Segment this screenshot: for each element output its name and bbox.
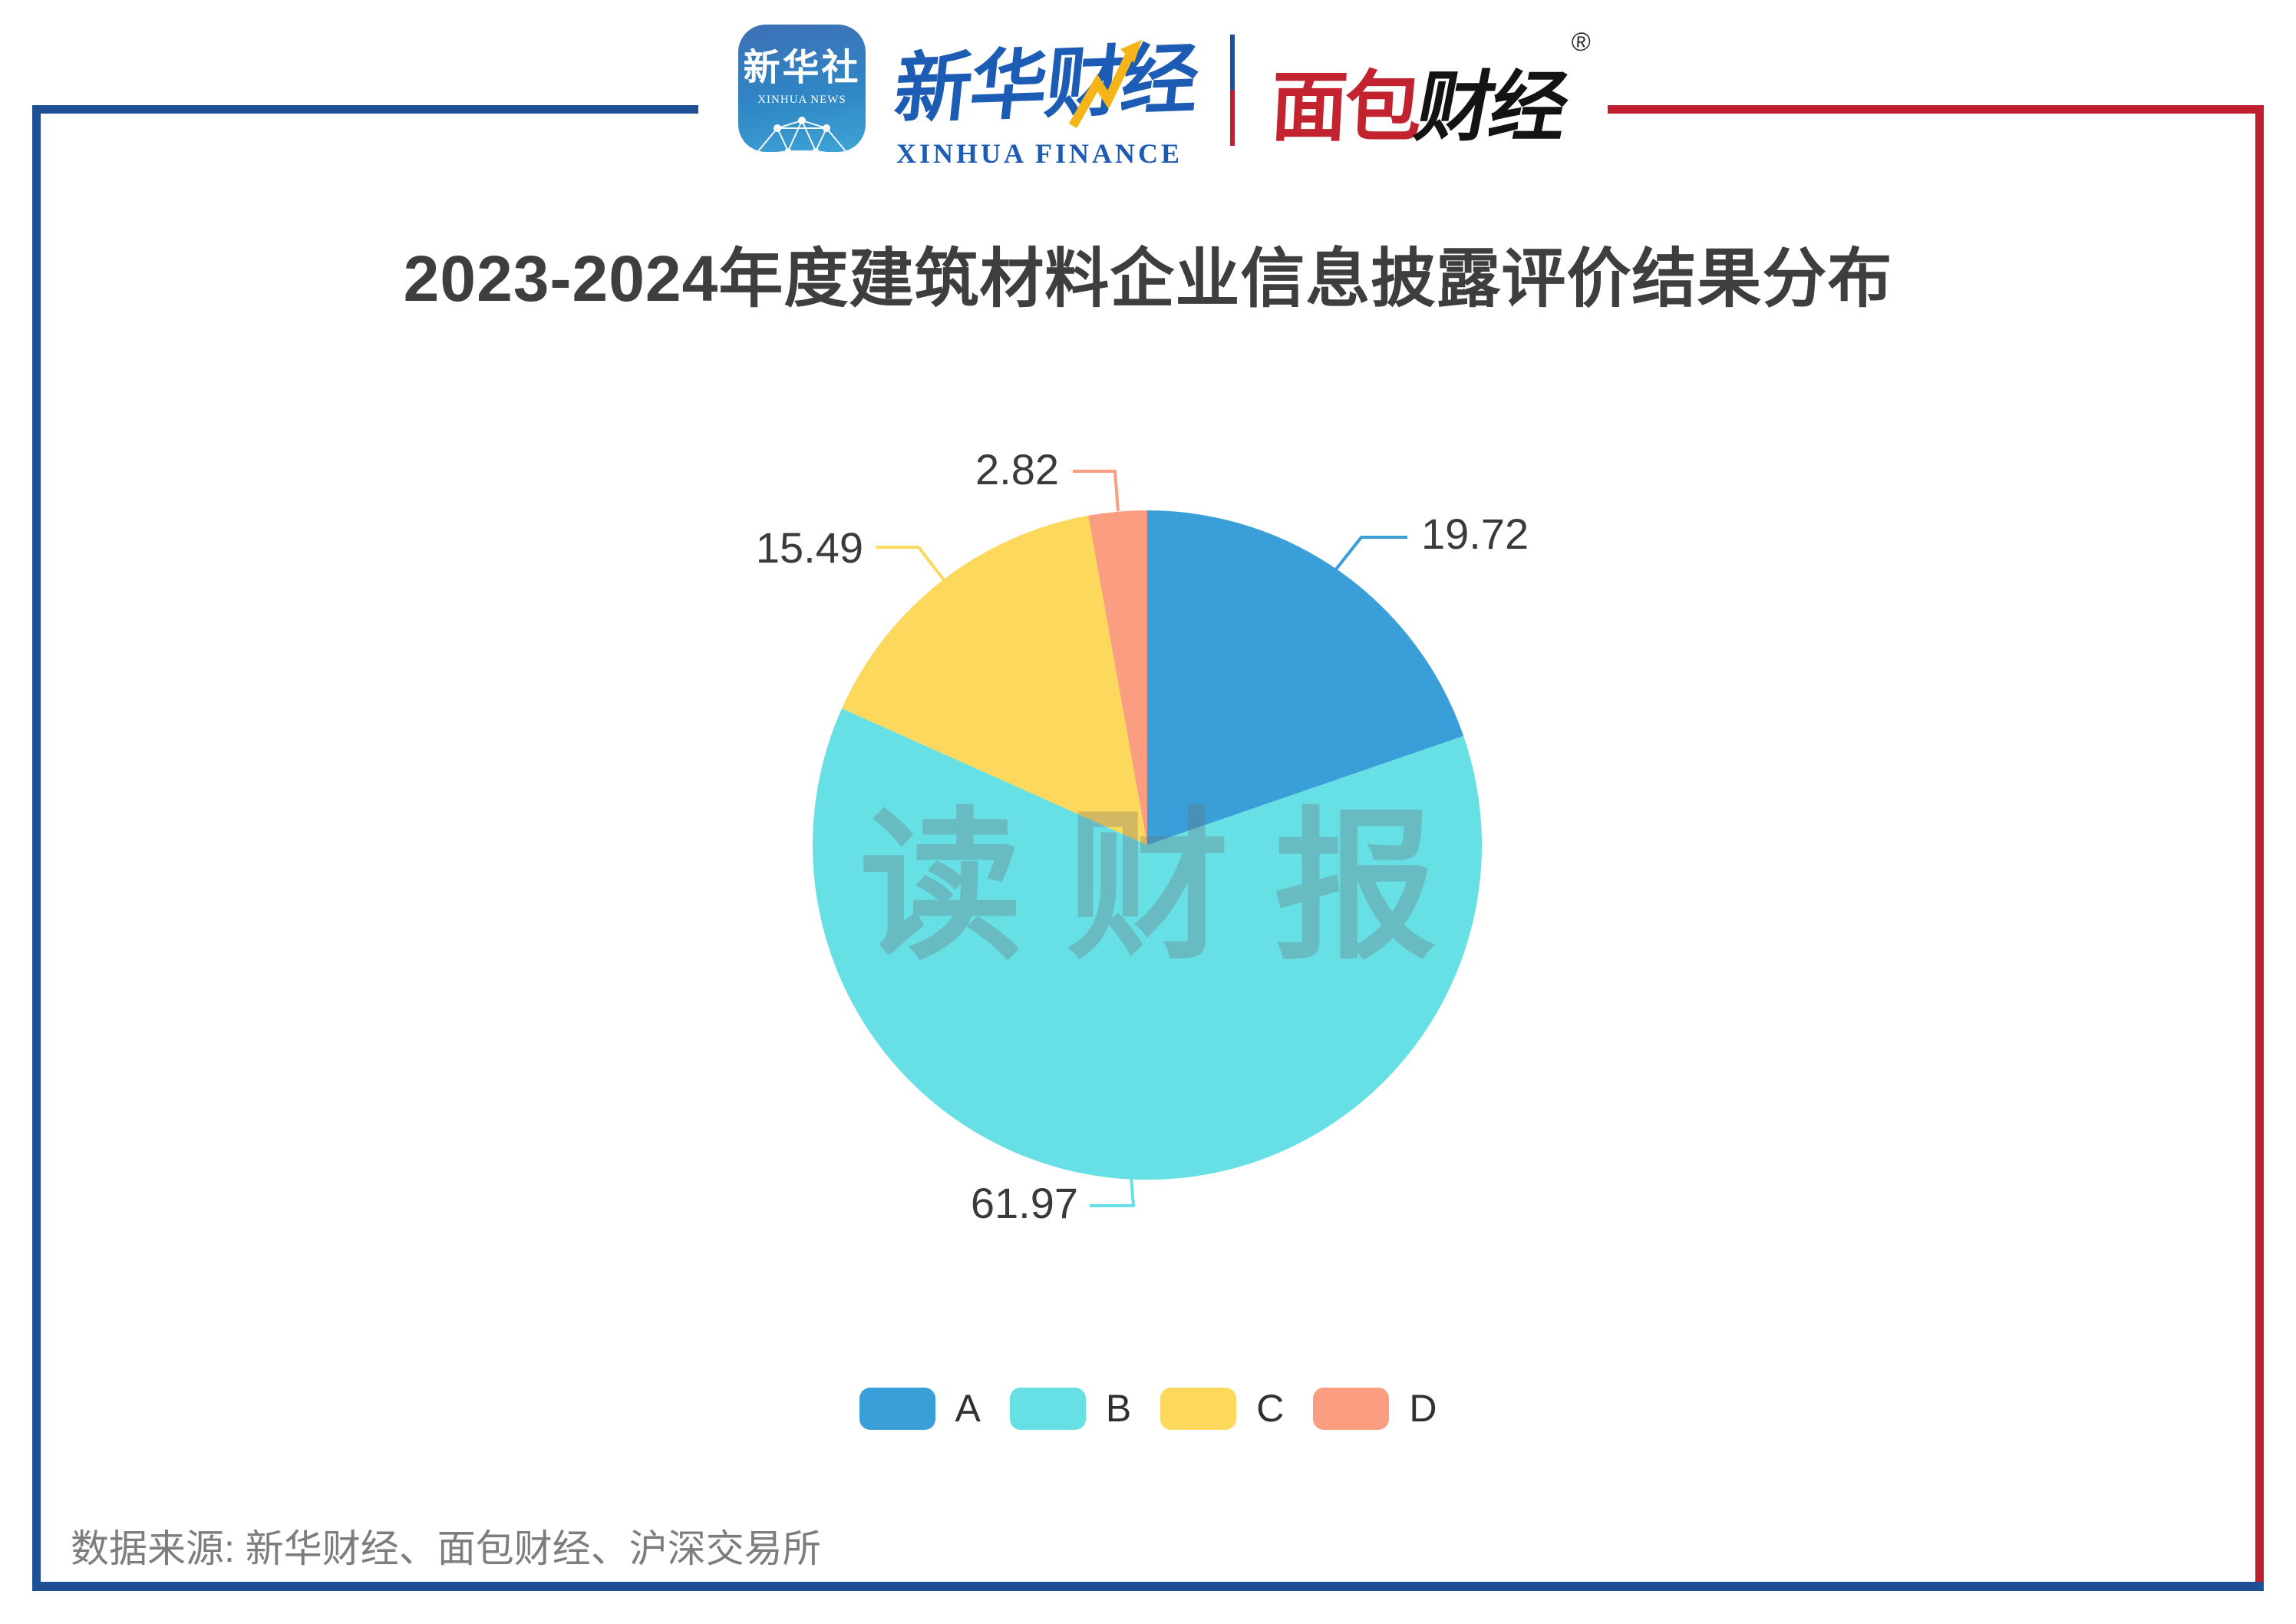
frame-border-top-left [32, 105, 698, 114]
legend-label-d[interactable]: D [1409, 1387, 1437, 1430]
pie-value-label-d: 2.82 [975, 445, 1059, 493]
legend-swatch-d[interactable] [1313, 1387, 1390, 1430]
finance-arrow-icon [1068, 40, 1142, 128]
label-line-a [1331, 536, 1407, 576]
pie-value-label-b: 61.97 [970, 1179, 1078, 1227]
xinhua-news-en-label: XINHUA NEWS [757, 94, 846, 106]
label-line-d [1073, 470, 1120, 512]
pie-slice-b[interactable] [813, 708, 1483, 1180]
xinhua-news-cn-label: 新华社 [743, 48, 861, 88]
xinhua-finance-logo: 新华财经 XINHUA FINANCE [890, 21, 1202, 169]
legend-label-b[interactable]: B [1105, 1387, 1132, 1430]
legend-item-a[interactable]: A [859, 1386, 981, 1431]
legend-item-c[interactable]: C [1160, 1386, 1284, 1431]
pie-value-label-a: 19.72 [1421, 510, 1529, 558]
frame-border-top-right [1608, 105, 2264, 114]
chart-legend: A B C D [0, 1386, 2296, 1431]
legend-swatch-c[interactable] [1160, 1387, 1237, 1430]
chart-title: 2023-2024年度建筑材料企业信息披露评价结果分布 [403, 243, 1893, 315]
legend-item-b[interactable]: B [1009, 1386, 1132, 1431]
network-globe-icon [756, 117, 848, 152]
pie-slices-group [813, 510, 1483, 1180]
legend-label-a[interactable]: A [955, 1387, 981, 1430]
legend-label-c[interactable]: C [1256, 1387, 1285, 1430]
legend-swatch-a[interactable] [859, 1387, 935, 1430]
legend-swatch-b[interactable] [1009, 1387, 1086, 1430]
legend-item-d[interactable]: D [1313, 1386, 1437, 1431]
frame-border-right [2255, 105, 2264, 1590]
label-line-b [1090, 1177, 1135, 1207]
data-source-note: 数据来源: 新华财经、面包财经、沪深交易所 [71, 1527, 821, 1570]
xinhua-news-app-icon: 新华社 XINHUA NEWS [738, 25, 866, 152]
logo-divider [1230, 35, 1235, 146]
xinhua-finance-en-label: XINHUA FINANCE [896, 138, 1183, 169]
pie-slice-c[interactable] [842, 515, 1147, 845]
label-line-c [876, 546, 952, 589]
pie-value-label-c: 15.49 [755, 523, 863, 572]
pie-slice-d[interactable] [1088, 510, 1147, 845]
frame-border-left [32, 105, 41, 1590]
frame-border-bottom [32, 1582, 2264, 1591]
pie-slice-a[interactable] [1147, 510, 1464, 845]
